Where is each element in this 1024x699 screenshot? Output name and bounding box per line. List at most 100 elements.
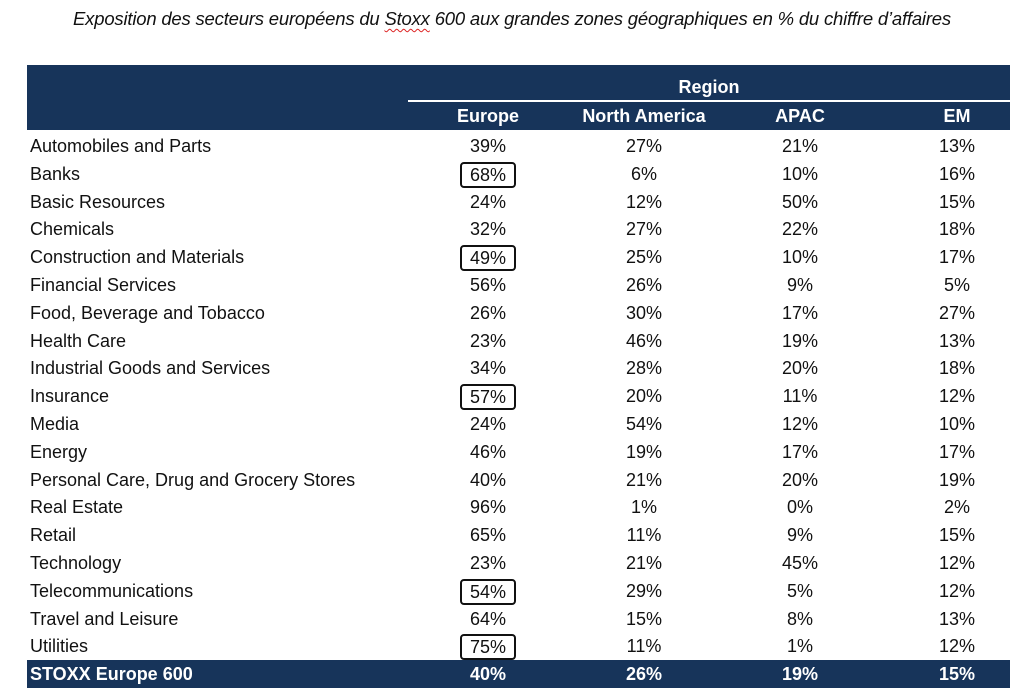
cell-europe: 39% bbox=[469, 136, 507, 156]
table-row: Real Estate 96% 1% 0% 2% bbox=[27, 494, 1010, 522]
sector-label: Retail bbox=[30, 525, 77, 546]
table-row: Construction and Materials 49% 25% 10% 17% bbox=[27, 244, 1010, 272]
cell-europe: 34% bbox=[469, 358, 507, 379]
cell-north-america: 19% bbox=[625, 441, 663, 462]
cell-europe: 68% bbox=[408, 161, 568, 190]
cell-north-america: 30% bbox=[625, 302, 663, 323]
cell-europe: 57% bbox=[408, 383, 568, 412]
cell-apac: 22% bbox=[781, 219, 819, 240]
cell-em: 2% bbox=[943, 497, 970, 518]
cell-europe: 64% bbox=[469, 608, 507, 629]
table-row: Media 24% 54% 12% 10% bbox=[27, 411, 1010, 439]
col-header-em: EM bbox=[943, 106, 971, 126]
cell-europe: 46% bbox=[469, 441, 507, 462]
sector-label: Insurance bbox=[30, 386, 110, 407]
cell-em: 13% bbox=[938, 608, 976, 629]
cell-em: 12% bbox=[938, 552, 976, 573]
sector-label: Travel and Leisure bbox=[30, 608, 179, 629]
cell-north-america: 25% bbox=[625, 247, 663, 268]
highlight-box: 75% bbox=[459, 634, 517, 661]
cell-europe: 96% bbox=[469, 497, 507, 518]
sector-label: Financial Services bbox=[30, 274, 177, 295]
cell-em: 27% bbox=[938, 302, 976, 323]
cell-apac: 17% bbox=[781, 441, 819, 462]
cell-europe: 54% bbox=[408, 578, 568, 607]
total-europe: 40% bbox=[469, 664, 507, 684]
cell-europe: 56% bbox=[469, 274, 507, 295]
cell-europe: 75% bbox=[408, 633, 568, 662]
cell-europe: 24% bbox=[469, 191, 507, 212]
table-header: Region Europe North America APAC EM bbox=[27, 65, 1010, 130]
cell-em: 16% bbox=[938, 163, 976, 184]
cell-apac: 10% bbox=[781, 247, 819, 268]
cell-em: 18% bbox=[938, 358, 976, 379]
cell-apac: 21% bbox=[781, 136, 819, 156]
cell-apac: 9% bbox=[786, 274, 813, 295]
cell-north-america: 20% bbox=[625, 386, 663, 407]
col-header-apac: APAC bbox=[775, 106, 825, 126]
cell-em: 18% bbox=[938, 219, 976, 240]
cell-north-america: 21% bbox=[625, 552, 663, 573]
sector-label: Energy bbox=[30, 441, 88, 462]
cell-em: 17% bbox=[938, 247, 976, 268]
table-row: Insurance 57% 20% 11% 12% bbox=[27, 383, 1010, 411]
cell-em: 5% bbox=[943, 274, 970, 295]
cell-em: 15% bbox=[938, 525, 976, 546]
cell-em: 12% bbox=[938, 580, 976, 601]
highlight-box: 49% bbox=[459, 245, 517, 272]
cell-apac: 20% bbox=[781, 469, 819, 490]
cell-north-america: 29% bbox=[625, 580, 663, 601]
cell-apac: 19% bbox=[781, 330, 819, 351]
cell-europe: 26% bbox=[469, 302, 507, 323]
cell-apac: 20% bbox=[781, 358, 819, 379]
cell-apac: 1% bbox=[786, 636, 813, 657]
cell-north-america: 21% bbox=[625, 469, 663, 490]
cell-apac: 11% bbox=[782, 386, 818, 407]
table-row: Food, Beverage and Tobacco 26% 30% 17% 27% bbox=[27, 300, 1010, 328]
cell-north-america: 1% bbox=[630, 497, 657, 518]
cell-north-america: 11% bbox=[626, 636, 662, 657]
cell-em: 13% bbox=[938, 330, 976, 351]
table-row: Personal Care, Drug and Grocery Stores 40… bbox=[27, 467, 1010, 495]
table-row: Chemicals 32% 27% 22% 18% bbox=[27, 216, 1010, 244]
sector-label: Food, Beverage and Tobacco bbox=[30, 302, 265, 323]
cell-north-america: 27% bbox=[625, 219, 663, 240]
sector-label: Industrial Goods and Services bbox=[30, 358, 271, 379]
total-em: 15% bbox=[938, 664, 976, 684]
table-row: Energy 46% 19% 17% 17% bbox=[27, 439, 1010, 467]
cell-north-america: 6% bbox=[630, 163, 657, 184]
cell-em: 13% bbox=[938, 136, 976, 156]
cell-north-america: 27% bbox=[625, 136, 663, 156]
total-apac: 19% bbox=[781, 664, 819, 684]
sector-label: Technology bbox=[30, 552, 122, 573]
table-title: Exposition des secteurs européens du Sto… bbox=[73, 8, 951, 29]
table-row: Utilities 75% 11% 1% 12% bbox=[27, 633, 1010, 661]
sector-label: Media bbox=[30, 413, 80, 434]
cell-apac: 45% bbox=[781, 552, 819, 573]
sector-label: Chemicals bbox=[30, 219, 115, 240]
cell-north-america: 26% bbox=[625, 274, 663, 295]
table-row: Telecommunications 54% 29% 5% 12% bbox=[27, 578, 1010, 606]
table-body: Automobiles and Parts 39% 27% 21% 13% Banks 68… bbox=[27, 133, 1010, 661]
table-row: Retail 65% 11% 9% 15% bbox=[27, 522, 1010, 550]
cell-em: 10% bbox=[938, 413, 976, 434]
total-label: STOXX Europe 600 bbox=[30, 664, 193, 684]
cell-north-america: 15% bbox=[625, 608, 663, 629]
cell-europe: 40% bbox=[469, 469, 507, 490]
region-group-header: Region bbox=[678, 77, 740, 97]
total-row: STOXX Europe 600 40% 26% 19% 15% bbox=[27, 660, 1010, 688]
sector-label: Personal Care, Drug and Grocery Stores bbox=[30, 469, 356, 490]
cell-em: 12% bbox=[938, 636, 976, 657]
sector-label: Health Care bbox=[30, 330, 127, 351]
table-row: Health Care 23% 46% 19% 13% bbox=[27, 328, 1010, 356]
highlight-box: 68% bbox=[459, 161, 517, 188]
cell-apac: 50% bbox=[781, 191, 819, 212]
region-divider bbox=[408, 100, 1010, 102]
cell-north-america: 12% bbox=[625, 191, 663, 212]
cell-apac: 5% bbox=[786, 580, 813, 601]
cell-north-america: 54% bbox=[625, 413, 663, 434]
sector-label: Banks bbox=[30, 163, 81, 184]
cell-europe: 32% bbox=[469, 219, 507, 240]
cell-em: 19% bbox=[938, 469, 976, 490]
table-row: Basic Resources 24% 12% 50% 15% bbox=[27, 189, 1010, 217]
